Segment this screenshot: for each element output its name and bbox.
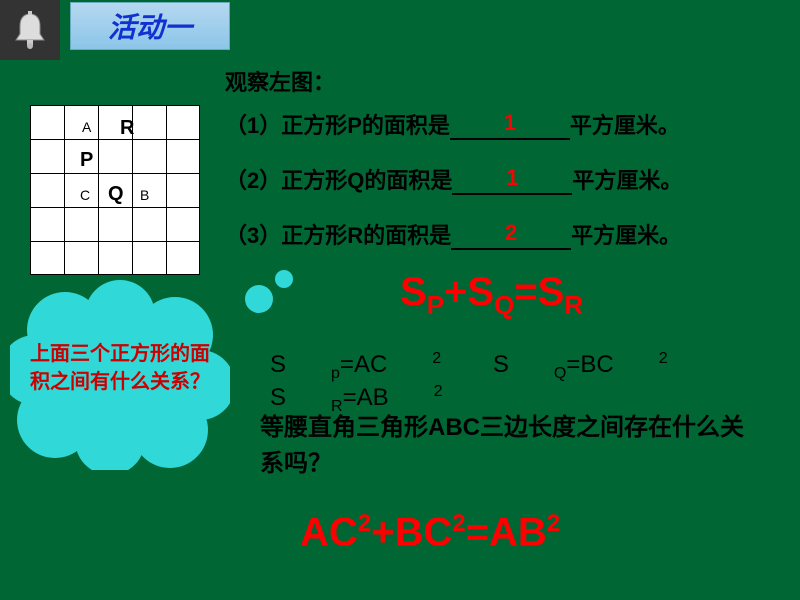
question-3: （3）正方形R的面积是2平方厘米。 [225,218,681,250]
q1-pre: （1）正方形P的面积是 [225,113,450,138]
q3-pre: （3）正方形R的面积是 [225,223,451,248]
q2-pre: （2）正方形Q的面积是 [225,168,452,193]
title-box: 活动一 [70,2,230,50]
observe-label: 观察左图： [225,65,335,97]
q1-answer: 1 [450,110,570,140]
formula-sq: SQ=BC2 [493,351,668,378]
question-1: （1）正方形P的面积是1平方厘米。 [225,108,680,140]
q3-answer: 2 [451,220,571,250]
question-2: （2）正方形Q的面积是1平方厘米。 [225,163,682,195]
q1-post: 平方厘米。 [570,113,680,138]
thought-text: 上面三个正方形的面积之间有什么关系？ [30,340,215,396]
grid-label-b: B [140,187,149,203]
bubble-dot [275,270,293,288]
formula-sr: SR=AB2 [270,384,443,411]
q3-post: 平方厘米。 [571,223,681,248]
grid-label-p: P [80,149,93,172]
bell-icon [10,10,50,50]
bell-icon-box [0,0,60,60]
grid-label-q: Q [108,183,124,206]
formula-sp: Sp=AC2 [270,351,441,378]
q2-answer: 1 [452,165,572,195]
grid-diagram: A R P C Q B [30,105,200,275]
grid-label-a: A [82,119,91,135]
equation-main: SP+SQ=SR [400,270,583,321]
title-text: 活动一 [108,6,192,46]
bubble-dot [245,285,273,313]
pythagorean-equation: AC2+BC2=AB2 [300,510,560,555]
q2-post: 平方厘米。 [572,168,682,193]
formula-row: Sp=AC2 SQ=BC2 SR=AB2 [270,350,800,416]
grid-label-c: C [80,187,90,203]
question-triangle: 等腰直角三角形ABC三边长度之间存在什么关系吗？ [260,410,760,482]
grid-label-r: R [120,117,134,140]
